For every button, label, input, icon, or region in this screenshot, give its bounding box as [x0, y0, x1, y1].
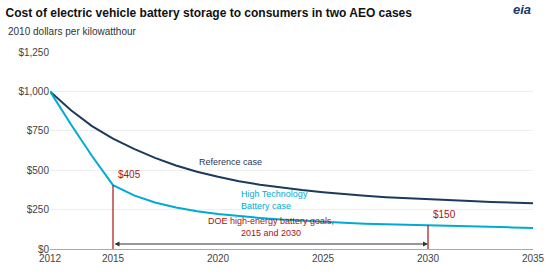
svg-text:$1,250: $1,250	[18, 47, 49, 58]
svg-text:$1,000: $1,000	[18, 86, 49, 97]
svg-text:$500: $500	[27, 165, 50, 176]
svg-text:$405: $405	[118, 169, 141, 180]
svg-text:$250: $250	[27, 204, 50, 215]
svg-text:Cost of electric vehicle batte: Cost of electric vehicle battery storage…	[6, 6, 413, 20]
svg-text:$150: $150	[433, 209, 456, 220]
svg-text:$750: $750	[27, 125, 50, 136]
svg-text:2010 dollars per kilowatthour: 2010 dollars per kilowatthour	[8, 26, 137, 37]
svg-text:2025: 2025	[312, 253, 335, 264]
svg-text:eia: eia	[513, 2, 531, 17]
svg-text:2030: 2030	[417, 253, 440, 264]
svg-text:DOE high-energy battery goals,: DOE high-energy battery goals,2015 and 2…	[208, 216, 334, 238]
svg-text:High TechnologyBattery case: High TechnologyBattery case	[241, 189, 308, 211]
svg-text:2035: 2035	[522, 253, 545, 264]
svg-text:$0: $0	[38, 244, 50, 255]
svg-text:2020: 2020	[207, 253, 230, 264]
svg-text:2012: 2012	[39, 253, 62, 264]
svg-text:2015: 2015	[102, 253, 125, 264]
svg-text:Reference case: Reference case	[199, 157, 262, 167]
